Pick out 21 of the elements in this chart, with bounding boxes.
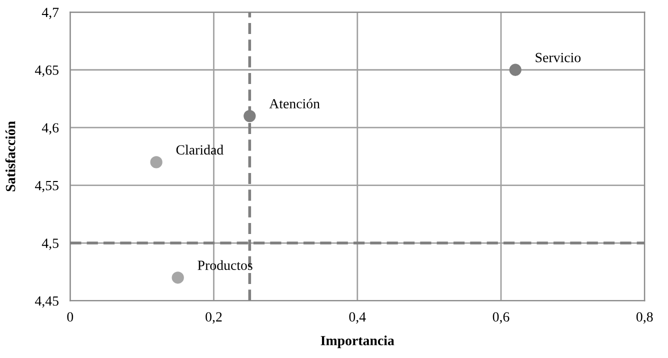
x-tick-label: 0,4 [349, 312, 366, 324]
x-tick-label: 0,2 [206, 312, 222, 324]
x-tick-label: 0,6 [492, 312, 510, 324]
x-tick-label: 0 [67, 312, 74, 322]
series-label: Claridad [176, 144, 224, 155]
y-tick-label: 4,65 [34, 66, 58, 77]
y-tick-label: 4,7 [42, 8, 59, 20]
y-tick-label: 4,5 [42, 238, 58, 250]
point [509, 64, 522, 76]
series-label: Productos [198, 260, 252, 270]
series-label: Atención [269, 98, 320, 108]
series-label: Servicio [536, 52, 581, 62]
point [150, 156, 162, 168]
y-axis-title: Satisfacción [5, 121, 16, 192]
point [244, 110, 256, 122]
x-tick-label: 0,8 [636, 312, 653, 324]
y-tick-label: 4,45 [34, 296, 58, 308]
x-axis-title: Importancia [320, 336, 394, 348]
point [172, 272, 184, 284]
y-tick-label: 4,55 [34, 180, 58, 192]
y-tick-label: 4,6 [42, 123, 59, 135]
